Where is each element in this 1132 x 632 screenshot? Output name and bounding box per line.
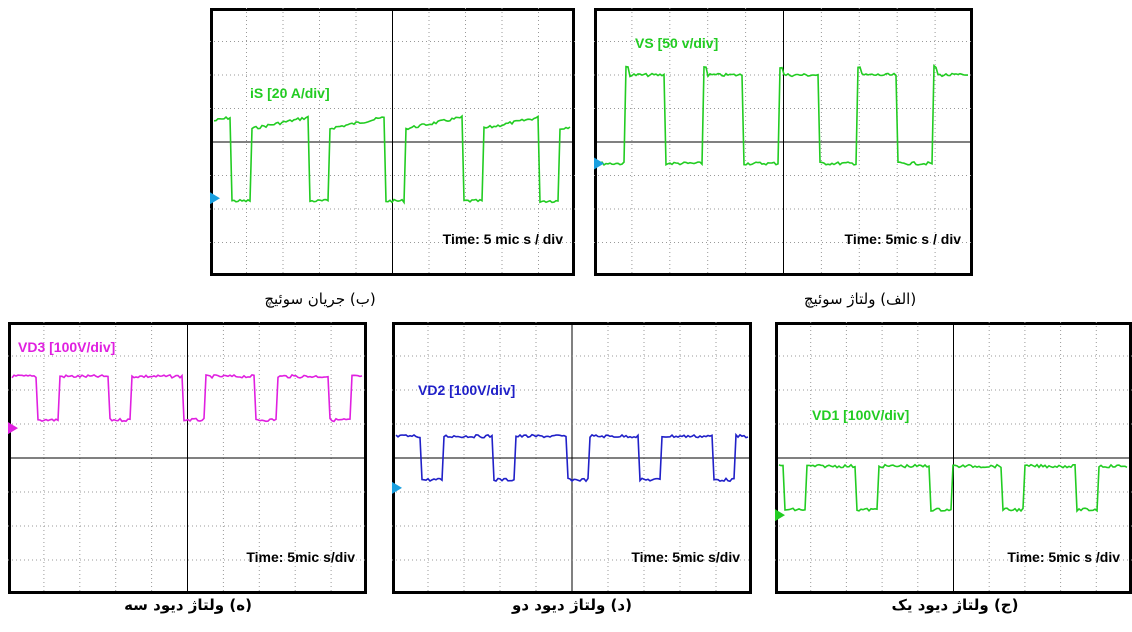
scope-figure: iS [20 A/div] Time: 5 mic s / div VS [50 v…: [0, 0, 1132, 632]
panel-caption: (ه) ولتاژ دیود سه: [8, 596, 368, 614]
time-scale: Time: 5mic s/div: [631, 549, 740, 565]
trace-label: VD3 [100V/div]: [18, 339, 115, 355]
trace-label: VD2 [100V/div]: [418, 382, 515, 398]
scope-panel: VS [50 v/div] Time: 5mic s / div: [594, 8, 973, 276]
scope-panel: VD2 [100V/div] Time: 5mic s/div: [392, 322, 752, 594]
scope-panel: VD3 [100V/div] Time: 5mic s/div: [8, 322, 367, 594]
figure: iS [20 A/div] Time: 5 mic s / div VS [50 v…: [0, 0, 1132, 632]
time-scale: Time: 5mic s/div: [246, 549, 355, 565]
scope-panel: VD1 [100V/div] Time: 5mic s /div: [775, 322, 1132, 594]
panel-caption: (د) ولتاژ دیود دو: [392, 596, 752, 614]
time-scale: Time: 5mic s / div: [845, 231, 962, 247]
trace-label: VD1 [100V/div]: [812, 407, 909, 423]
panel-caption: (ج) ولتاژ دیود یک: [775, 596, 1132, 614]
time-scale: Time: 5 mic s / div: [443, 231, 564, 247]
panel-caption: (الف) ولتاژ سوئیچ: [680, 290, 1040, 308]
time-scale: Time: 5mic s /div: [1007, 549, 1120, 565]
trace-label: iS [20 A/div]: [250, 85, 330, 101]
trace-label: VS [50 v/div]: [635, 35, 718, 51]
scope-panel: iS [20 A/div] Time: 5 mic s / div: [210, 8, 575, 276]
panel-caption: (ب) جریان سوئیچ: [140, 290, 500, 308]
